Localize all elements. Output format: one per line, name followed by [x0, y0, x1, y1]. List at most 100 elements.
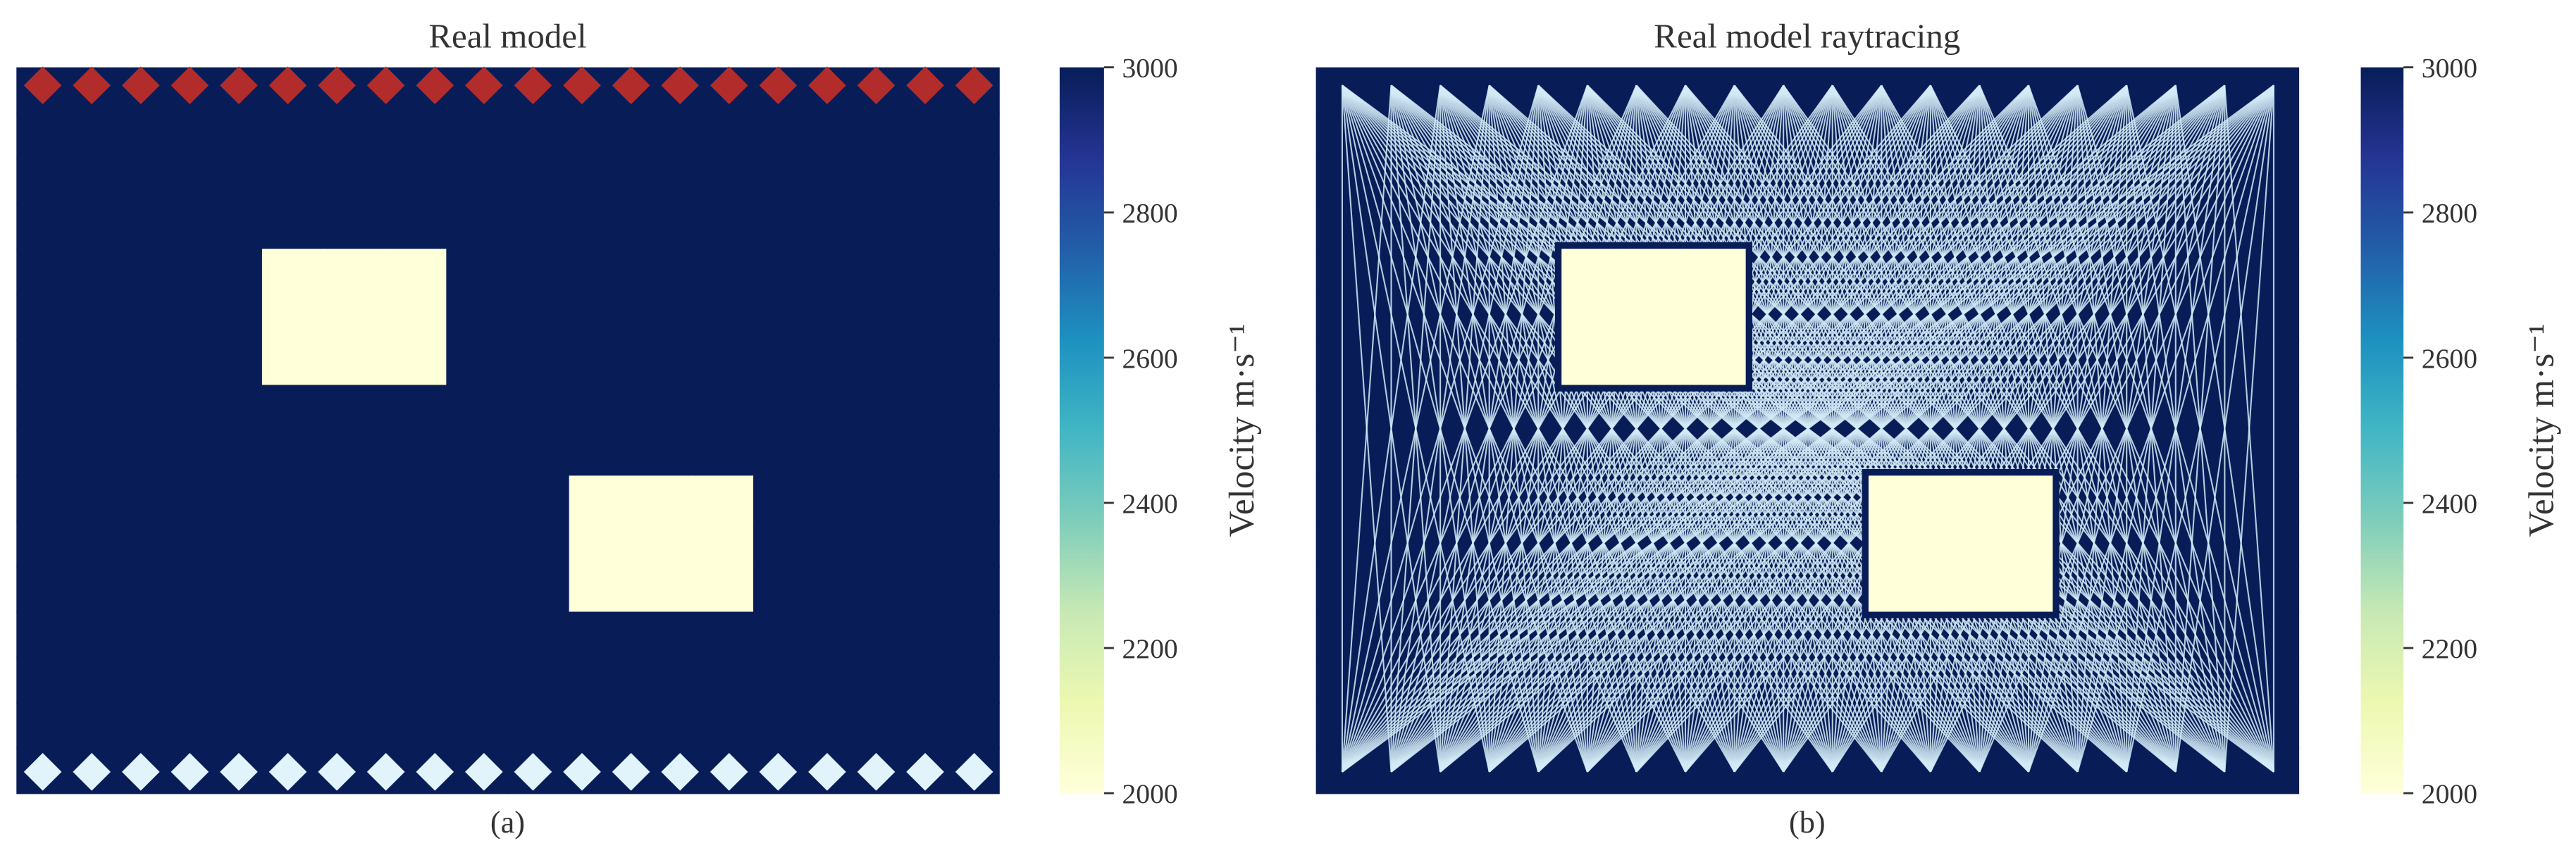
heatmap-cell	[323, 430, 386, 477]
ray	[1342, 85, 1686, 773]
heatmap-cell	[876, 203, 939, 250]
heatmap-cell	[200, 521, 264, 568]
heatmap-cell	[937, 475, 1000, 522]
heatmap-cell	[323, 611, 386, 659]
heatmap-cell	[630, 385, 693, 432]
heatmap-cell	[1315, 158, 1378, 204]
heatmap-cell	[261, 656, 325, 704]
source-marker	[661, 66, 699, 105]
colorbar-tick-label: 2200	[1122, 633, 1178, 664]
heatmap-cell	[261, 294, 325, 341]
heatmap-cell	[691, 339, 755, 386]
caption: (a)	[490, 805, 525, 840]
heatmap-cell	[78, 430, 140, 477]
heatmap-cell	[200, 611, 264, 659]
heatmap-cell	[753, 656, 816, 704]
heatmap-cell	[261, 158, 325, 204]
source-marker	[759, 66, 798, 105]
heatmap-cell	[261, 203, 325, 250]
heatmap-cell	[385, 521, 447, 568]
heatmap-cell	[323, 566, 386, 613]
heatmap-cell	[569, 113, 631, 159]
heatmap-cell	[569, 339, 631, 386]
heatmap-cell	[323, 158, 386, 204]
heatmap-cell	[323, 475, 386, 522]
heatmap-cell	[139, 385, 202, 432]
source-marker	[955, 66, 993, 105]
heatmap-cell	[815, 702, 877, 749]
ray	[1341, 85, 1588, 773]
heatmap-cell	[507, 430, 570, 477]
colorbar	[1059, 67, 1104, 794]
heatmap-cell	[200, 203, 264, 250]
heatmap-cell	[200, 656, 264, 704]
heatmap-cell	[691, 203, 755, 250]
heatmap-cell	[78, 566, 140, 613]
heatmap-cell	[200, 475, 264, 522]
heatmap-cell	[630, 203, 693, 250]
ray	[2224, 85, 2275, 772]
heatmap-cell	[16, 339, 79, 386]
heatmap-cell	[569, 521, 631, 568]
ray	[1783, 85, 2274, 773]
heatmap-cell	[815, 339, 877, 386]
heatmap-cell	[1315, 203, 1378, 250]
heatmap-cell	[78, 702, 140, 749]
ray	[1341, 85, 1442, 773]
heatmap-cell	[630, 158, 693, 204]
colorbar-tick-label: 2600	[1122, 343, 1178, 374]
heatmap-cell	[691, 566, 755, 613]
ray	[1439, 85, 2274, 773]
heatmap-cell	[507, 113, 570, 159]
heatmap-cell	[1315, 249, 1378, 295]
ray	[2076, 85, 2274, 773]
heatmap-cell	[139, 113, 202, 159]
heatmap-cell	[815, 113, 877, 159]
heatmap-cell	[1377, 430, 1440, 477]
heatmap-cell	[261, 430, 325, 477]
colorbar-tick-label: 2200	[2422, 633, 2477, 664]
heatmap-cell	[876, 521, 939, 568]
heatmap-cell	[630, 294, 693, 341]
heatmap-cell	[753, 294, 816, 341]
heatmap-cell	[815, 249, 877, 295]
heatmap-cell	[753, 611, 816, 659]
heatmap-cell	[261, 611, 325, 659]
colorbar	[2360, 67, 2404, 794]
ray	[1390, 85, 2274, 773]
heatmap-cell	[753, 385, 816, 432]
chart-title: Real model	[428, 17, 586, 56]
heatmap-cell	[139, 339, 202, 386]
heatmap-cell	[323, 203, 386, 250]
heatmap-cell	[446, 656, 509, 704]
heatmap-cell	[691, 521, 755, 568]
heatmap-cell	[507, 475, 570, 522]
heatmap-cell	[876, 430, 939, 477]
heatmap-cell	[446, 385, 509, 432]
heatmap-cell	[78, 158, 140, 204]
heatmap-cell	[507, 294, 570, 341]
heatmap-cell	[385, 203, 447, 250]
heatmap-cell	[569, 158, 631, 204]
heatmap-cell	[630, 611, 693, 659]
heatmap-cell	[507, 656, 570, 704]
heatmap-cell	[876, 566, 939, 613]
caption: (b)	[1789, 805, 1826, 840]
ray	[2028, 85, 2274, 773]
heatmap-cell	[1315, 475, 1378, 522]
chart-title: Real model raytracing	[1654, 17, 1960, 56]
source-marker	[612, 66, 650, 105]
ray	[1341, 85, 1540, 773]
heatmap-cell	[569, 611, 631, 659]
heatmap-cell	[569, 203, 631, 250]
source-marker	[416, 66, 454, 105]
ray	[1342, 85, 2127, 773]
ray	[2126, 85, 2274, 773]
heatmap-cell	[261, 702, 325, 749]
heatmap-cell	[1315, 339, 1378, 386]
heatmap-cell	[630, 339, 693, 386]
heatmap-cell	[385, 611, 447, 659]
heatmap-cell	[78, 339, 140, 386]
heatmap-cell	[691, 158, 755, 204]
